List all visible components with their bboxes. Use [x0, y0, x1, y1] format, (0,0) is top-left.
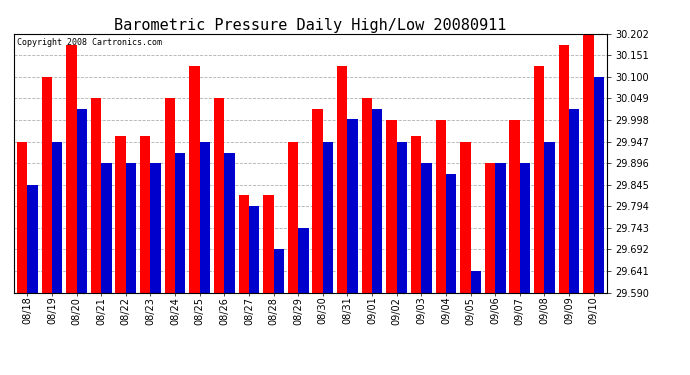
Bar — [28, 185, 38, 292]
Bar — [224, 153, 235, 292]
Bar — [101, 163, 112, 292]
Bar — [593, 77, 604, 292]
Bar — [446, 174, 456, 292]
Bar — [422, 163, 432, 292]
Bar — [52, 142, 62, 292]
Bar — [583, 34, 593, 292]
Bar — [199, 142, 210, 292]
Bar — [77, 109, 87, 292]
Bar — [485, 163, 495, 292]
Bar — [435, 120, 446, 292]
Bar — [115, 136, 126, 292]
Bar — [559, 45, 569, 292]
Bar — [323, 142, 333, 292]
Bar — [386, 120, 397, 292]
Bar — [91, 99, 101, 292]
Text: Copyright 2008 Cartronics.com: Copyright 2008 Cartronics.com — [17, 38, 161, 46]
Bar — [520, 163, 530, 292]
Bar — [460, 142, 471, 292]
Bar — [348, 119, 358, 292]
Bar — [165, 99, 175, 292]
Bar — [263, 195, 273, 292]
Bar — [509, 120, 520, 292]
Bar — [298, 228, 308, 292]
Bar — [397, 142, 407, 292]
Bar — [189, 66, 199, 292]
Bar — [66, 45, 77, 292]
Bar — [17, 142, 28, 292]
Bar — [150, 163, 161, 292]
Bar — [569, 109, 580, 292]
Bar — [495, 163, 506, 292]
Bar — [175, 153, 186, 292]
Title: Barometric Pressure Daily High/Low 20080911: Barometric Pressure Daily High/Low 20080… — [115, 18, 506, 33]
Bar — [239, 195, 249, 292]
Bar — [140, 136, 150, 292]
Bar — [362, 99, 372, 292]
Bar — [534, 66, 544, 292]
Bar — [249, 206, 259, 292]
Bar — [313, 109, 323, 292]
Bar — [471, 271, 481, 292]
Bar — [411, 136, 422, 292]
Bar — [126, 163, 136, 292]
Bar — [214, 99, 224, 292]
Bar — [544, 142, 555, 292]
Bar — [41, 77, 52, 292]
Bar — [372, 109, 382, 292]
Bar — [288, 142, 298, 292]
Bar — [337, 66, 348, 292]
Bar — [273, 249, 284, 292]
